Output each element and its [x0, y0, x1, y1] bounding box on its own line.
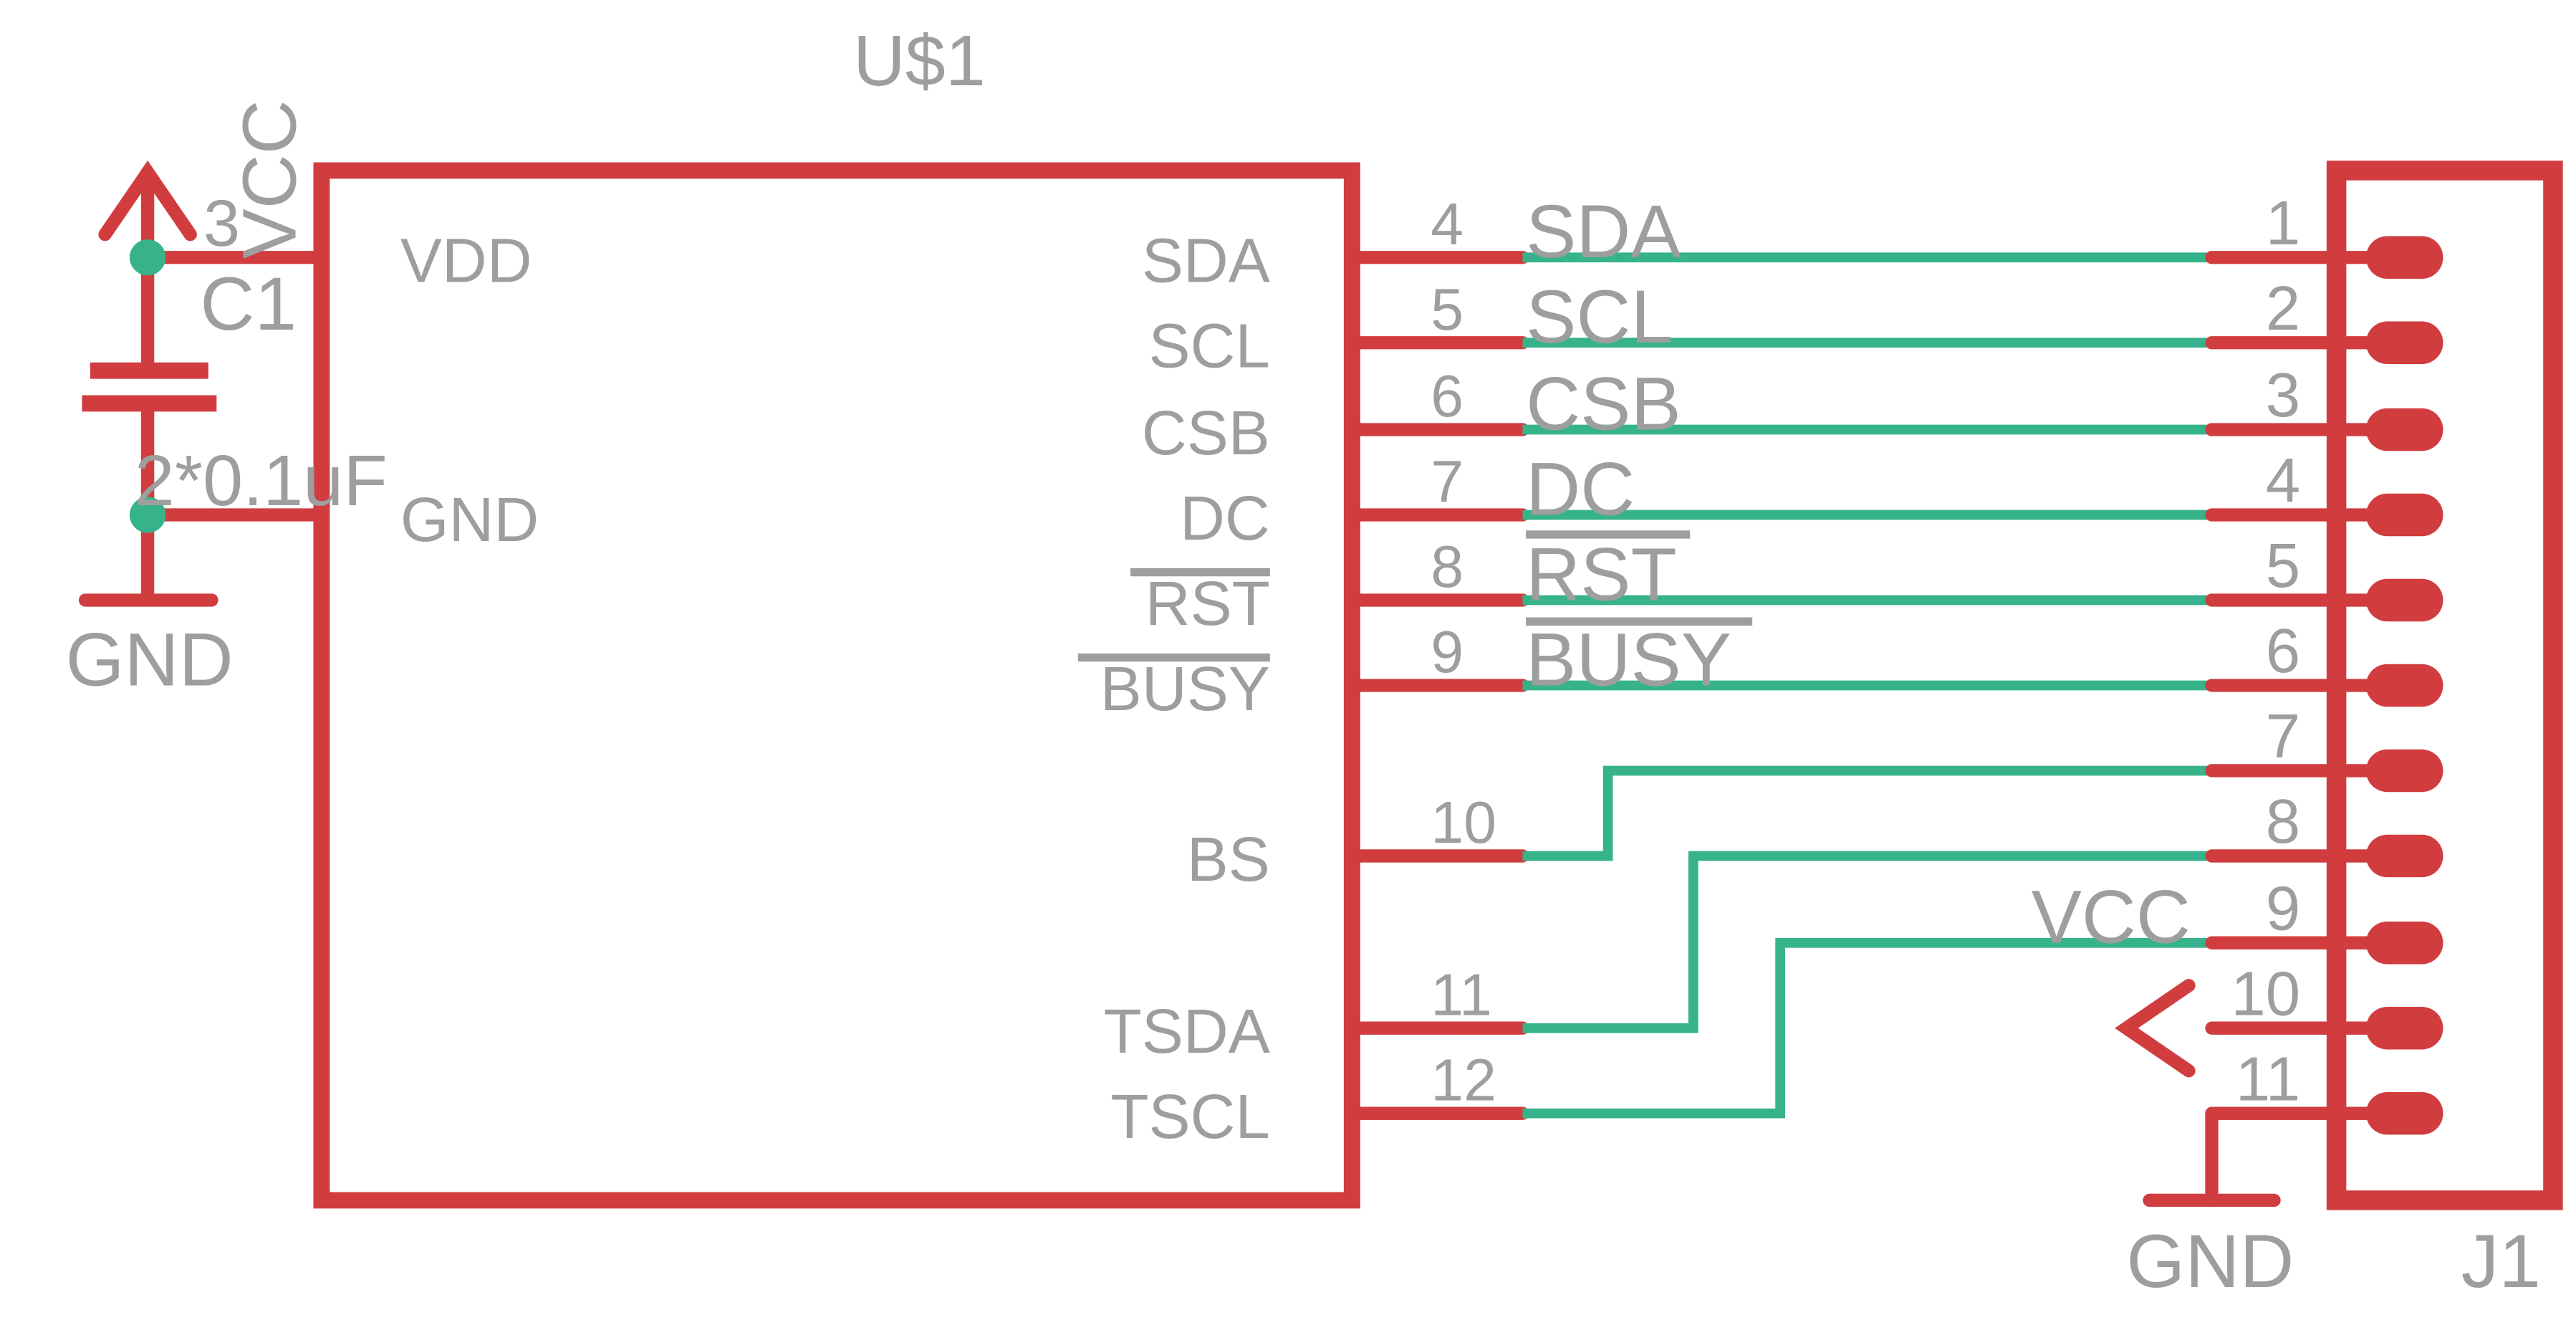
net-wire-bs[interactable] — [1522, 765, 2212, 861]
c1-vcc-label: VCC — [228, 100, 312, 259]
u1-pin-number: 8 — [1431, 534, 1464, 600]
u1-pin-scl-label: SCL — [1149, 312, 1270, 381]
net-label-dc: DC — [1526, 448, 1635, 532]
net-wire-tsda[interactable] — [1522, 851, 2212, 1033]
u1-pin-number: 11 — [1431, 962, 1492, 1028]
net-label-csb: CSB — [1526, 363, 1681, 446]
u1-pin-number: 4 — [1431, 191, 1464, 257]
j1-gnd-label: GND — [2126, 1220, 2294, 1304]
j1-pin-pads — [2365, 236, 2443, 1135]
j1-pin-number: 10 — [2231, 959, 2300, 1028]
u1-component[interactable]: U$1 VDD GND SDA SCL CSB DC RST BUSY BS T… — [157, 21, 1529, 1209]
u1-pin-busy-label: BUSY — [1100, 654, 1270, 724]
c1-name: C1 — [200, 262, 297, 346]
j1-component[interactable]: 1 2 3 4 5 6 7 8 9 10 11 VCC GND J1 — [2032, 161, 2563, 1304]
u1-pin-number: 9 — [1431, 619, 1464, 685]
j1-pin-number: 1 — [2266, 188, 2300, 258]
u1-pin-number: 5 — [1431, 277, 1464, 343]
u1-pin-number: 10 — [1431, 790, 1496, 856]
j1-pin-number: 6 — [2266, 616, 2300, 686]
j1-pin-number: 7 — [2266, 702, 2300, 771]
j1-pin-number: 9 — [2266, 874, 2300, 943]
j1-pin-number: 2 — [2266, 274, 2300, 343]
net-label-busy: BUSY — [1526, 618, 1731, 702]
j1-vcc-label: VCC — [2032, 876, 2191, 960]
j1-pin-number: 8 — [2266, 787, 2300, 856]
j1-pin-number: 5 — [2266, 531, 2300, 601]
c1-value: 2*0.1uF — [135, 441, 388, 521]
j1-name: J1 — [2461, 1220, 2541, 1304]
u1-pin-bs-label: BS — [1187, 825, 1270, 894]
net-label-rst: RST — [1526, 533, 1677, 617]
net-label-scl: SCL — [1526, 275, 1673, 359]
c1-component[interactable]: 3 VCC C1 2*0.1uF GND — [66, 100, 388, 702]
u1-right-pin-lines — [1345, 251, 1529, 1120]
c1-gnd-label: GND — [66, 618, 234, 702]
net-label-sda: SDA — [1526, 190, 1681, 274]
c1-pin-number: 3 — [203, 187, 240, 260]
net-wire-tscl[interactable] — [1522, 937, 2212, 1119]
u1-pin-gnd-label: GND — [400, 485, 539, 555]
vcc-arrow-icon — [2115, 979, 2196, 1078]
junction-dot-gnd — [129, 497, 166, 533]
j1-pin-number: 3 — [2266, 360, 2300, 430]
u1-pin-rst-label: RST — [1145, 569, 1270, 639]
u1-pin-number: 6 — [1431, 363, 1464, 429]
u1-pin-number: 12 — [1431, 1047, 1496, 1113]
u1-pin-tscl-label: TSCL — [1110, 1082, 1269, 1152]
u1-pin-csb-label: CSB — [1142, 398, 1270, 468]
u1-pin-dc-label: DC — [1180, 484, 1270, 553]
j1-pin-number: 11 — [2236, 1044, 2300, 1114]
u1-pin-sda-label: SDA — [1142, 226, 1270, 296]
u1-name: U$1 — [853, 21, 986, 101]
j1-pin-lines — [2205, 251, 2386, 1120]
u1-pin-vdd-label: VDD — [400, 226, 532, 296]
junction-dot-vcc — [129, 239, 166, 276]
u1-pin-tsda-label: TSDA — [1104, 997, 1270, 1066]
u1-pin-number: 7 — [1431, 449, 1464, 515]
net-wires[interactable] — [1522, 252, 2212, 1119]
j1-pin-number: 4 — [2266, 446, 2300, 515]
